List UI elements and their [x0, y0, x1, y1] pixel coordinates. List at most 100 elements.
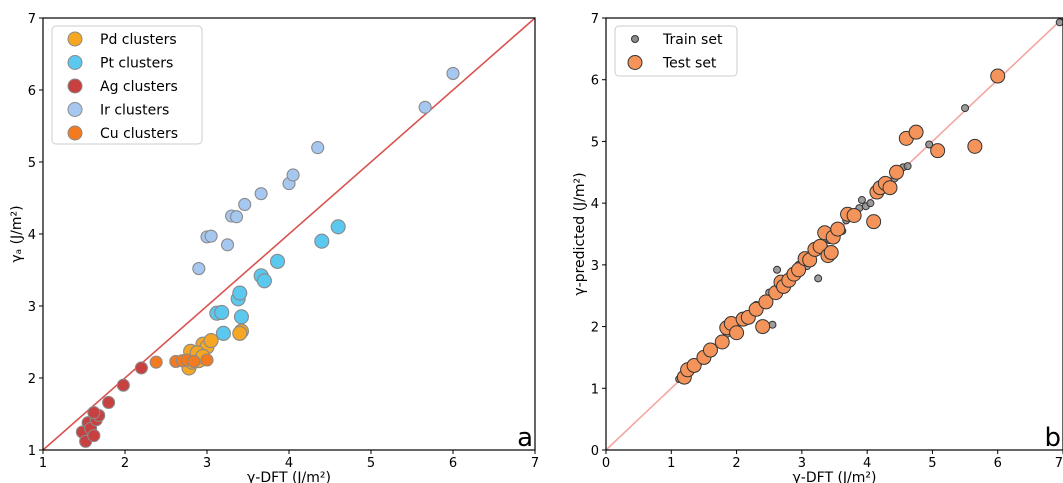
- data-point: [758, 294, 774, 310]
- legend-marker: [67, 55, 83, 70]
- x-tick-label: 1: [39, 456, 47, 471]
- x-tick-label: 5: [928, 456, 936, 471]
- data-point: [967, 138, 983, 154]
- data-point: [714, 334, 730, 350]
- y-tick-label: 7: [28, 12, 36, 27]
- legend-label: Pt clusters: [100, 56, 173, 72]
- y-tick-label: 4: [591, 197, 599, 212]
- legend-label: Ir clusters: [100, 103, 169, 119]
- y-tick-label: 1: [28, 444, 36, 459]
- data-point: [87, 429, 101, 443]
- legend-label: Ag clusters: [100, 79, 178, 95]
- data-point: [830, 221, 846, 237]
- data-point: [814, 274, 823, 283]
- data-point: [232, 285, 248, 301]
- data-point: [729, 325, 745, 341]
- data-point: [925, 140, 934, 149]
- data-point: [823, 245, 839, 261]
- data-point: [214, 304, 230, 321]
- data-point: [866, 199, 875, 208]
- legend-label: Test set: [662, 56, 717, 72]
- data-point: [149, 355, 163, 369]
- data-point: [857, 196, 866, 205]
- x-tick-label: 3: [798, 456, 806, 471]
- y-tick-label: 6: [591, 74, 599, 89]
- data-point: [311, 141, 325, 155]
- data-point: [791, 262, 807, 278]
- x-axis-label: γ-DFT (J/m²): [793, 470, 877, 483]
- y-tick-label: 7: [591, 12, 599, 27]
- data-point: [256, 273, 272, 289]
- y-tick-label: 4: [28, 228, 36, 243]
- x-tick-label: 2: [732, 456, 740, 471]
- panel-label: b: [1044, 423, 1061, 453]
- data-point: [254, 187, 268, 201]
- x-tick-label: 6: [994, 456, 1002, 471]
- data-point: [200, 353, 214, 367]
- x-tick-label: 7: [531, 456, 539, 471]
- panel-b: 0 1 2 3 4 5 6 7 0 1 2 3 4 5 6 7 γ-DFT (J/m²) γ-predicted …: [572, 12, 1063, 483]
- data-point: [755, 319, 771, 335]
- y-tick-label: 2: [28, 372, 36, 387]
- data-point: [192, 262, 206, 276]
- series-ir-clusters: [192, 66, 460, 276]
- data-point: [229, 210, 244, 224]
- x-tick-label: 7: [1055, 456, 1063, 471]
- data-point: [187, 354, 201, 368]
- data-point: [220, 238, 235, 252]
- legend-label: Cu clusters: [100, 126, 178, 142]
- y-axis-label: γ-predicted (J/m²): [572, 172, 588, 295]
- legend-label: Train set: [662, 32, 723, 48]
- data-point: [87, 406, 101, 420]
- data-point: [314, 233, 330, 249]
- y-tick-label: 3: [591, 259, 599, 274]
- y-tick-label: 2: [591, 321, 599, 336]
- data-point: [686, 357, 702, 373]
- x-tick-label: 4: [285, 456, 293, 471]
- data-point: [238, 197, 252, 212]
- data-point: [116, 378, 130, 392]
- data-point: [908, 124, 924, 140]
- legend-marker: [67, 31, 83, 47]
- data-point: [233, 309, 249, 325]
- y-tick-label: 3: [28, 300, 36, 315]
- reference-line: [42, 17, 536, 451]
- data-point: [889, 164, 905, 180]
- x-tick-label: 3: [203, 456, 211, 471]
- data-point: [990, 68, 1006, 84]
- plot-frame: [605, 17, 1063, 451]
- x-tick-label: 4: [863, 456, 871, 471]
- legend-marker: [631, 35, 639, 43]
- data-point: [702, 342, 718, 358]
- x-tick-label: 6: [449, 456, 457, 471]
- data-point: [286, 168, 300, 182]
- data-point: [330, 219, 346, 235]
- data-point: [204, 229, 218, 243]
- legend-marker: [67, 102, 83, 117]
- data-point: [773, 265, 782, 274]
- data-point: [903, 162, 912, 171]
- data-point: [446, 66, 460, 80]
- data-point: [930, 143, 946, 159]
- panel-a: 1 2 3 4 5 6 7 1 2 3 4 5 6 7 γ-DFT (J/m²) γₐ (J/m²) a Pd c…: [9, 12, 539, 483]
- data-point: [102, 395, 116, 410]
- legend: Train set Test set: [614, 25, 738, 77]
- legend-marker: [627, 55, 643, 70]
- data-point: [215, 325, 231, 341]
- x-tick-label: 5: [367, 456, 375, 471]
- data-point: [269, 253, 286, 269]
- data-point: [418, 100, 432, 114]
- series-ag-clusters: [75, 361, 148, 448]
- y-axis-label: γₐ (J/m²): [9, 205, 25, 262]
- y-tick-label: 5: [28, 156, 36, 171]
- data-point: [882, 180, 898, 196]
- data-point: [866, 214, 882, 230]
- data-point: [846, 207, 862, 223]
- series-pt-clusters: [209, 219, 346, 341]
- data-point: [203, 333, 219, 349]
- panel-label: a: [517, 423, 533, 453]
- legend: Pd clusters Pt clusters Ag clusters Ir clus…: [51, 25, 203, 145]
- legend-box: [614, 25, 738, 77]
- data-point: [134, 361, 148, 375]
